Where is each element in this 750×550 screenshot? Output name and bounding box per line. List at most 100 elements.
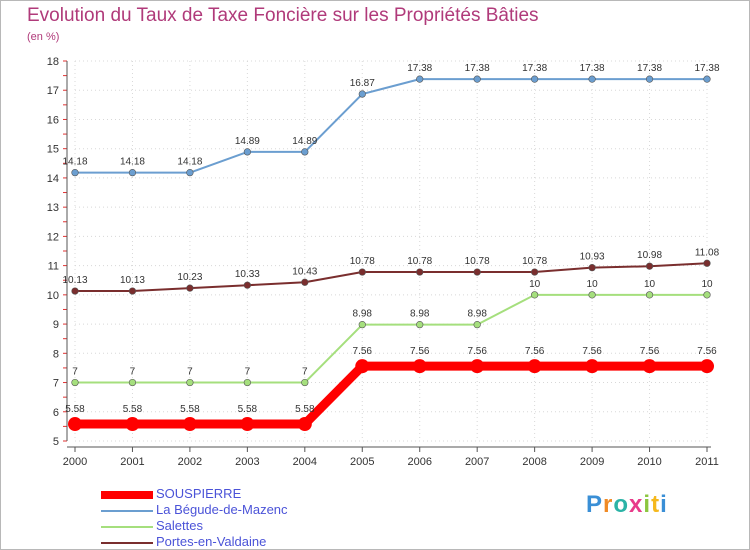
data-label: 10.78 <box>407 256 432 267</box>
data-point <box>416 75 424 83</box>
data-label: 7 <box>245 367 251 378</box>
legend-item: La Bégude-de-Mazenc <box>101 502 421 519</box>
data-label: 10.43 <box>292 266 317 277</box>
x-tick-label: 2007 <box>465 456 489 468</box>
data-point <box>186 284 194 292</box>
y-unit-label: (en %) <box>27 31 60 43</box>
series-La Bégude-de-Mazenc <box>71 75 711 177</box>
series-line <box>74 262 708 293</box>
data-point <box>243 378 251 387</box>
series-line <box>74 78 708 174</box>
data-label: 10.78 <box>350 256 375 267</box>
legend-item: SOUSPIERRE <box>101 486 421 503</box>
chart-title: Evolution du Taux de Taxe Foncière sur l… <box>27 5 539 26</box>
data-label: 7 <box>72 367 78 378</box>
axes: 5 6 7 8 9 10 11 12 13 14 15 16 17 18 2000 2001 2002 2003 2… <box>47 56 719 468</box>
y-tick-label: 9 <box>53 319 59 331</box>
data-point <box>355 359 370 374</box>
data-point <box>186 378 194 387</box>
legend-swatch <box>101 542 153 544</box>
data-point <box>240 417 255 432</box>
legend-swatch <box>101 491 153 499</box>
y-tick-label: 14 <box>47 173 59 185</box>
data-label: 14.89 <box>235 136 260 147</box>
data-label: 7.56 <box>525 346 545 357</box>
data-label: 10 <box>701 279 713 290</box>
x-tick-label: 2010 <box>637 456 661 468</box>
data-label: 10.23 <box>177 272 202 283</box>
series-SOUSPIERRE <box>68 359 714 432</box>
data-label: 17.38 <box>637 63 662 74</box>
data-point <box>527 359 542 374</box>
data-point <box>412 359 427 374</box>
data-point <box>68 417 82 432</box>
x-tick-label: 2009 <box>580 456 604 468</box>
data-point <box>358 321 366 329</box>
logo-letter: t <box>651 491 661 518</box>
data-label: 7 <box>302 367 308 378</box>
data-point <box>531 268 539 276</box>
data-point <box>588 264 596 272</box>
data-point <box>588 291 596 299</box>
y-tick-label: 7 <box>53 378 59 390</box>
y-tick-label: 5 <box>53 436 59 448</box>
data-point <box>700 359 714 374</box>
x-tick-label: 2001 <box>120 456 144 468</box>
legend-label: La Bégude-de-Mazenc <box>156 502 288 517</box>
data-label: 8.98 <box>410 309 430 320</box>
legend-label: Salettes <box>156 518 203 533</box>
data-label: 5.58 <box>295 404 315 415</box>
data-point <box>416 321 424 329</box>
series-Portes-en-Valdaine <box>71 259 711 295</box>
logo-letter: r <box>603 491 614 518</box>
data-label: 10.78 <box>522 256 547 267</box>
logo-letter: o <box>613 491 630 518</box>
data-point <box>473 268 481 276</box>
data-point <box>125 417 140 432</box>
x-tick-label: 2002 <box>178 456 202 468</box>
x-tick-label: 2004 <box>293 456 317 468</box>
legend-swatch <box>101 510 153 512</box>
y-tick-label: 17 <box>47 85 59 97</box>
data-point <box>182 417 197 432</box>
legend: SOUSPIERRE La Bégude-de-Mazenc Salettes Por… <box>101 486 421 549</box>
series-Salettes <box>71 291 711 387</box>
data-point <box>186 169 194 177</box>
data-point <box>470 359 485 374</box>
data-point <box>588 75 596 83</box>
data-point <box>645 262 654 270</box>
x-tick-label: 2006 <box>407 456 431 468</box>
data-label: 10.33 <box>235 269 260 280</box>
data-point <box>243 148 251 156</box>
data-label: 10.13 <box>62 275 87 286</box>
data-label: 8.98 <box>353 309 373 320</box>
series-line <box>70 361 712 429</box>
legend-label: SOUSPIERRE <box>156 486 242 501</box>
data-label: 7.56 <box>410 346 430 357</box>
data-point <box>301 378 309 387</box>
data-labels: 5.58 5.58 5.58 5.58 5.58 7.56 7.56 7.56 7.56 7.56… <box>62 63 719 415</box>
data-label: 14.18 <box>120 157 145 168</box>
y-tick-label: 10 <box>47 290 59 302</box>
legend-item: Portes-en-Valdaine <box>101 534 421 549</box>
logo-letter: P <box>586 491 604 518</box>
data-point <box>703 75 711 83</box>
data-label: 8.98 <box>467 309 487 320</box>
data-point <box>645 291 654 299</box>
data-point <box>71 287 79 295</box>
data-point <box>531 75 539 83</box>
x-tick-label: 2005 <box>350 456 374 468</box>
data-label: 7 <box>187 367 193 378</box>
data-label: 17.38 <box>407 63 432 74</box>
data-label: 10 <box>529 279 541 290</box>
data-point <box>473 75 481 83</box>
y-tick-label: 11 <box>48 261 59 273</box>
data-label: 10.93 <box>580 252 605 263</box>
data-point <box>301 148 309 156</box>
data-label: 14.18 <box>62 157 87 168</box>
logo-letter: i <box>643 491 652 518</box>
data-label: 17.38 <box>580 63 605 74</box>
data-label: 5.58 <box>180 404 200 415</box>
data-point <box>645 75 654 83</box>
